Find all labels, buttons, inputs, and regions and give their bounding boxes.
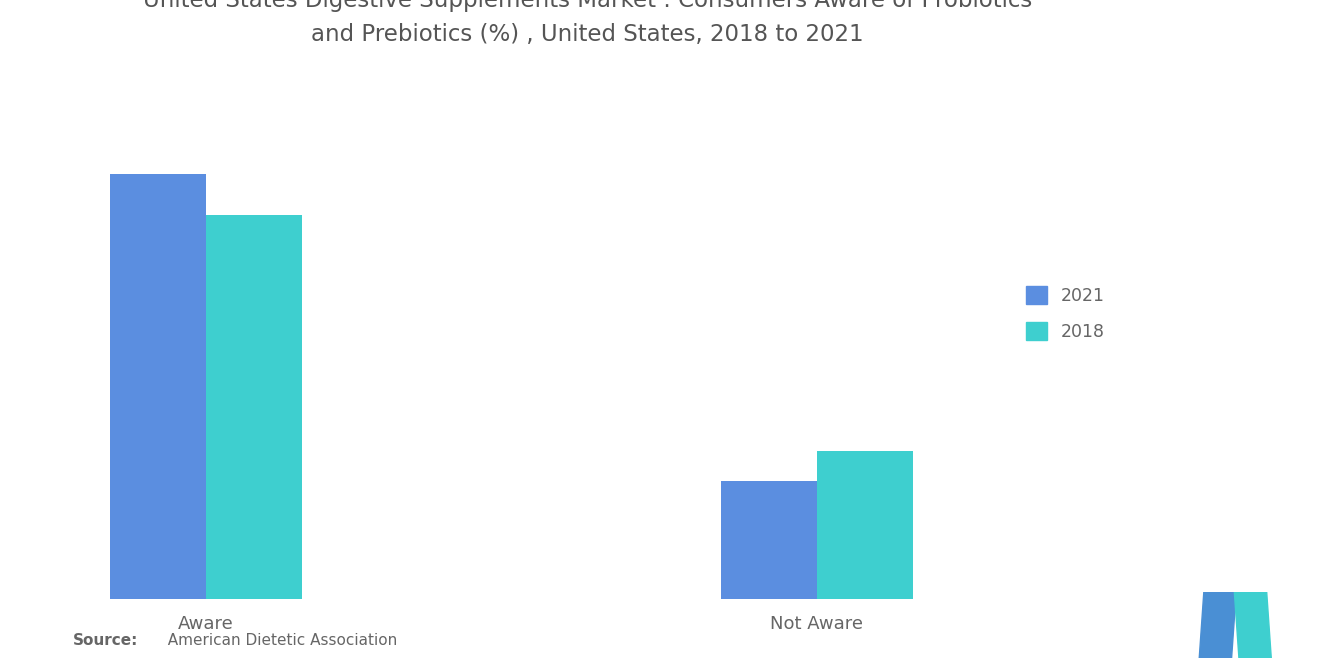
Polygon shape bbox=[1234, 592, 1271, 658]
Bar bbox=[110, 174, 206, 598]
Text: American Dietetic Association: American Dietetic Association bbox=[158, 633, 397, 648]
Bar bbox=[206, 215, 301, 598]
Title: United States Digestive Supplements Market : Consumers Aware of Probiotics
and P: United States Digestive Supplements Mark… bbox=[143, 0, 1032, 46]
Bar bbox=[817, 451, 912, 598]
Legend: 2021, 2018: 2021, 2018 bbox=[1018, 277, 1113, 349]
Polygon shape bbox=[1200, 592, 1237, 658]
Bar bbox=[721, 481, 817, 598]
Text: Source:: Source: bbox=[73, 633, 139, 648]
